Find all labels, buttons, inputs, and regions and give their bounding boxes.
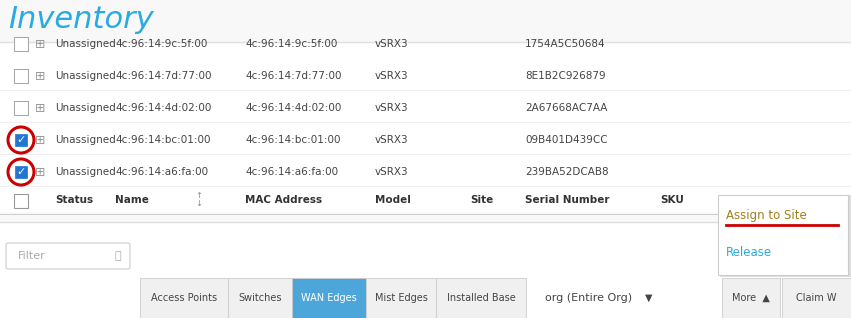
Bar: [14, 194, 28, 208]
Text: ⊞: ⊞: [35, 38, 45, 51]
Bar: [366, 278, 436, 318]
Text: MAC Address: MAC Address: [245, 195, 323, 205]
Text: Unassigned: Unassigned: [55, 71, 116, 81]
Text: org (Entire Org): org (Entire Org): [545, 293, 632, 303]
Text: Filter: Filter: [18, 251, 46, 261]
Text: Unassigned: Unassigned: [55, 167, 116, 177]
Bar: [0, 212, 851, 222]
Text: 4c:96:14:7d:77:00: 4c:96:14:7d:77:00: [245, 71, 341, 81]
Text: Model: Model: [375, 195, 411, 205]
Text: vSRX3: vSRX3: [375, 135, 408, 145]
Text: 1754A5C50684: 1754A5C50684: [525, 39, 606, 49]
Text: Installed Base: Installed Base: [447, 293, 516, 303]
Text: 4c:96:14:a6:fa:00: 4c:96:14:a6:fa:00: [245, 167, 338, 177]
Bar: [292, 278, 366, 318]
Text: 2A67668AC7AA: 2A67668AC7AA: [525, 103, 608, 113]
Text: Site: Site: [470, 195, 494, 205]
Bar: [722, 278, 780, 318]
Text: 4c:96:14:bc:01:00: 4c:96:14:bc:01:00: [115, 135, 210, 145]
Text: ⌕: ⌕: [115, 251, 122, 261]
Bar: [140, 278, 228, 318]
Bar: [782, 278, 851, 318]
Text: Name: Name: [115, 195, 149, 205]
Text: ⊞: ⊞: [35, 70, 45, 82]
Bar: [15, 134, 27, 146]
Bar: [14, 101, 28, 115]
Text: vSRX3: vSRX3: [375, 103, 408, 113]
Text: ↑: ↑: [195, 191, 202, 201]
Text: Switches: Switches: [238, 293, 282, 303]
Text: Claim W: Claim W: [797, 293, 837, 303]
Text: WAN Edges: WAN Edges: [301, 293, 357, 303]
Text: More  ▲: More ▲: [732, 293, 770, 303]
Text: SKU: SKU: [660, 195, 684, 205]
Text: Unassigned: Unassigned: [55, 135, 116, 145]
Text: 4c:96:14:7d:77:00: 4c:96:14:7d:77:00: [115, 71, 212, 81]
Text: Assign to Site: Assign to Site: [726, 209, 807, 222]
Text: ✓: ✓: [16, 167, 26, 177]
Bar: [14, 69, 28, 83]
Text: 4c:96:14:4d:02:00: 4c:96:14:4d:02:00: [245, 103, 341, 113]
Text: ▼: ▼: [645, 293, 653, 303]
Text: 8E1B2C926879: 8E1B2C926879: [525, 71, 606, 81]
Text: 4c:96:14:9c:5f:00: 4c:96:14:9c:5f:00: [245, 39, 337, 49]
Bar: [14, 37, 28, 51]
Text: vSRX3: vSRX3: [375, 167, 408, 177]
Text: Unassigned: Unassigned: [55, 39, 116, 49]
Text: 1-5: 1-5: [830, 211, 846, 221]
Text: 4c:96:14:4d:02:00: 4c:96:14:4d:02:00: [115, 103, 211, 113]
Text: 09B401D439CC: 09B401D439CC: [525, 135, 608, 145]
Text: 239BA52DCAB8: 239BA52DCAB8: [525, 167, 608, 177]
Text: 4c:96:14:bc:01:00: 4c:96:14:bc:01:00: [245, 135, 340, 145]
Text: Access Points: Access Points: [151, 293, 217, 303]
Text: ✓: ✓: [16, 135, 26, 145]
Text: Inventory: Inventory: [8, 5, 154, 34]
Bar: [0, 0, 851, 42]
Text: Unassigned: Unassigned: [55, 103, 116, 113]
FancyBboxPatch shape: [6, 243, 130, 269]
Text: Mist Edges: Mist Edges: [374, 293, 427, 303]
Text: ↓: ↓: [195, 199, 202, 209]
Text: ⊞: ⊞: [35, 101, 45, 114]
Bar: [436, 278, 526, 318]
Bar: [15, 166, 27, 178]
Text: ⊞: ⊞: [35, 165, 45, 178]
Text: 4c:96:14:9c:5f:00: 4c:96:14:9c:5f:00: [115, 39, 208, 49]
Text: ⊞: ⊞: [35, 134, 45, 147]
Text: 4c:96:14:a6:fa:00: 4c:96:14:a6:fa:00: [115, 167, 208, 177]
Text: Status: Status: [55, 195, 93, 205]
Text: vSRX3: vSRX3: [375, 39, 408, 49]
Text: vSRX3: vSRX3: [375, 71, 408, 81]
Text: Release: Release: [726, 246, 772, 259]
Text: Serial Number: Serial Number: [525, 195, 609, 205]
Bar: [718, 195, 848, 275]
Bar: [228, 278, 292, 318]
Bar: [720, 195, 851, 277]
